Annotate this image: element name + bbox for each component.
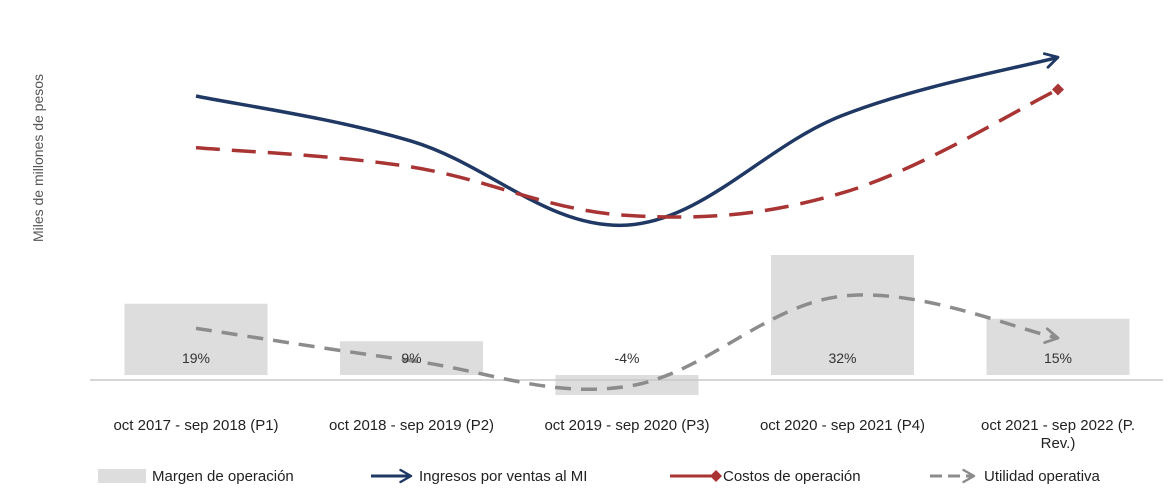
- x-tick-labels: oct 2017 - sep 2018 (P1) oct 2018 - sep 2…: [113, 417, 1135, 452]
- legend: Margen de operación Ingresos por ventas …: [98, 468, 1101, 485]
- margin-labels: 19% 9% -4% 32% 15%: [182, 350, 1072, 366]
- bar-label-5: 15%: [1044, 350, 1072, 366]
- bar-label-2: 9%: [401, 350, 421, 366]
- line-ingresos: [195, 52, 1060, 227]
- legend-label-utilidad: Utilidad operativa: [984, 468, 1101, 485]
- line-series: [195, 52, 1064, 391]
- line-costos: [195, 87, 1059, 219]
- bar-label-1: 19%: [182, 350, 210, 366]
- legend-swatch-margen: [98, 469, 146, 483]
- bar-label-4: 32%: [828, 350, 856, 366]
- bar-series: [124, 255, 1130, 395]
- x-tick-1: oct 2017 - sep 2018 (P1): [113, 417, 278, 434]
- legend-label-costos: Costos de operación: [723, 468, 861, 485]
- x-tick-3: oct 2019 - sep 2020 (P3): [544, 417, 709, 434]
- legend-label-ingresos: Ingresos por ventas al MI: [419, 468, 587, 485]
- x-tick-4: oct 2020 - sep 2021 (P4): [760, 417, 925, 434]
- x-tick-2: oct 2018 - sep 2019 (P2): [329, 417, 494, 434]
- y-axis-label: Miles de millones de pesos: [30, 74, 46, 242]
- legend-label-margen: Margen de operación: [152, 468, 294, 485]
- bar-margen-1: [124, 303, 268, 375]
- bar-label-3: -4%: [615, 350, 640, 366]
- line-costos-point-5: [1052, 83, 1064, 96]
- bar-margen-3: [555, 375, 699, 395]
- x-tick-5: oct 2021 - sep 2022 (P. Rev.): [981, 417, 1135, 452]
- bar-margen-4: [771, 255, 914, 375]
- bar-margen-5: [986, 318, 1130, 375]
- legend-marker-costos: [710, 470, 722, 482]
